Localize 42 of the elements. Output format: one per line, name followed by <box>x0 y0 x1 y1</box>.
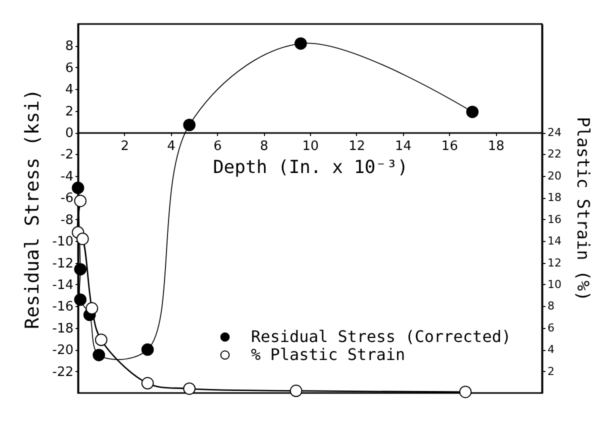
y-axis-title: Residual Stress (ksi) <box>21 88 44 330</box>
x-tick-label: 12 <box>348 139 366 154</box>
y-tick-label: -8 <box>60 212 74 228</box>
y-tick-label: 0 <box>65 126 74 142</box>
legend-label: % Plastic Strain <box>251 345 406 364</box>
y2-tick-label: 8 <box>548 300 554 313</box>
y2-tick-label: 24 <box>548 126 562 140</box>
y-tick-label: -6 <box>60 191 74 206</box>
y-tick-label: -4 <box>60 169 74 184</box>
y2-tick-label: 22 <box>548 148 562 161</box>
x-tick-label: 6 <box>214 139 222 154</box>
y-tick-label: -18 <box>52 321 74 336</box>
y2-tick-label: 18 <box>548 191 562 204</box>
y-tick-label: -10 <box>52 234 74 250</box>
y-tick-label: 4 <box>65 82 74 98</box>
x-axis-title: Depth (In. x 10⁻³) <box>212 157 408 178</box>
y-tick-label: -20 <box>52 343 74 358</box>
x-tick-label: 8 <box>260 139 268 154</box>
y2-tick-label: 20 <box>548 169 562 182</box>
y-tick-label: -16 <box>52 300 74 315</box>
y-tick-label: -2 <box>60 148 74 163</box>
x-tick-label: 14 <box>395 139 412 154</box>
y2-tick-label: 16 <box>548 212 562 226</box>
x-tick-label: 18 <box>488 139 504 154</box>
x-tick-label: 4 <box>167 139 176 154</box>
y-tick-label: -14 <box>52 278 74 293</box>
y2-tick-label: 12 <box>548 256 562 270</box>
y-tick-label: 6 <box>65 60 74 76</box>
legend-label: Residual Stress (Corrected) <box>251 327 512 346</box>
x-tick-label: 10 <box>302 139 319 154</box>
y2-tick-label: 10 <box>548 278 562 291</box>
y-tick-label: -22 <box>52 364 74 380</box>
y2-tick-label: 6 <box>548 321 554 334</box>
y-tick-label: 2 <box>65 104 74 120</box>
x-tick-label: 2 <box>120 139 130 154</box>
y-tick-label: -12 <box>52 256 74 272</box>
y2-tick-label: 14 <box>548 234 562 248</box>
y2-axis-title: Plastic Strain (%) <box>572 116 592 302</box>
x-tick-label: 16 <box>441 139 458 154</box>
y-tick-label: 8 <box>65 39 74 54</box>
y2-tick-label: 4 <box>548 343 554 356</box>
y2-tick-label: 2 <box>548 364 554 378</box>
